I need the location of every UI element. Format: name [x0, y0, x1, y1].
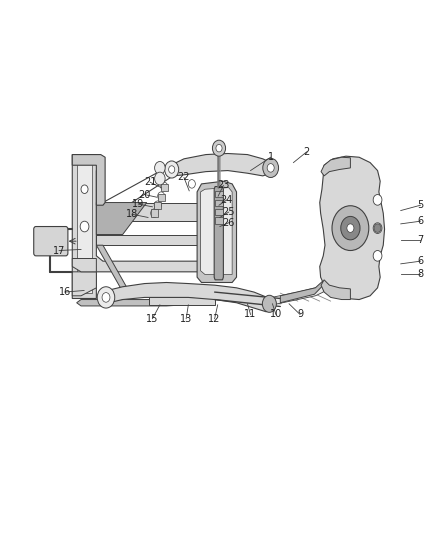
Text: 26: 26	[223, 218, 235, 228]
Circle shape	[161, 182, 168, 191]
Text: 17: 17	[53, 246, 65, 255]
Polygon shape	[280, 280, 324, 303]
Polygon shape	[77, 160, 92, 293]
Circle shape	[80, 221, 89, 232]
Text: 16: 16	[59, 287, 71, 297]
Circle shape	[262, 295, 276, 312]
Circle shape	[332, 206, 369, 251]
Text: 19: 19	[132, 199, 145, 209]
Text: 25: 25	[223, 207, 235, 217]
Text: 8: 8	[417, 270, 424, 279]
Text: 9: 9	[297, 310, 303, 319]
Circle shape	[154, 201, 161, 209]
Polygon shape	[215, 200, 223, 206]
Bar	[154, 202, 161, 209]
Text: 24: 24	[221, 195, 233, 205]
Text: 5: 5	[417, 200, 424, 210]
Text: 15: 15	[146, 314, 159, 324]
Polygon shape	[215, 191, 223, 197]
Bar	[161, 184, 168, 191]
Polygon shape	[201, 188, 232, 274]
Circle shape	[373, 251, 382, 261]
Circle shape	[373, 223, 382, 233]
Text: 20: 20	[138, 190, 151, 199]
Polygon shape	[321, 280, 350, 300]
Polygon shape	[96, 203, 223, 221]
Text: 23: 23	[217, 181, 230, 190]
Text: 6: 6	[417, 216, 424, 226]
Circle shape	[81, 185, 88, 193]
Polygon shape	[72, 155, 105, 205]
Bar	[151, 209, 158, 217]
Circle shape	[216, 144, 222, 152]
Circle shape	[347, 224, 354, 232]
Text: 10: 10	[270, 310, 282, 319]
Polygon shape	[77, 298, 184, 306]
Circle shape	[102, 293, 110, 302]
Text: 1: 1	[268, 152, 274, 162]
Circle shape	[267, 164, 274, 172]
Circle shape	[169, 166, 175, 173]
Polygon shape	[321, 157, 350, 176]
Circle shape	[374, 224, 381, 232]
Circle shape	[212, 140, 226, 156]
Polygon shape	[72, 272, 96, 296]
Polygon shape	[272, 285, 324, 305]
Circle shape	[97, 287, 115, 308]
Text: 12: 12	[208, 314, 221, 324]
Circle shape	[158, 192, 165, 200]
Circle shape	[165, 161, 179, 178]
Circle shape	[188, 180, 195, 188]
Text: 11: 11	[244, 310, 257, 319]
Polygon shape	[72, 259, 96, 272]
Text: 6: 6	[417, 256, 424, 266]
Text: 22: 22	[178, 173, 190, 182]
Polygon shape	[72, 155, 215, 298]
Polygon shape	[149, 297, 215, 305]
Polygon shape	[102, 282, 272, 312]
Polygon shape	[169, 154, 272, 176]
Bar	[158, 194, 165, 201]
Circle shape	[373, 195, 382, 205]
Circle shape	[155, 172, 165, 185]
Text: 13: 13	[180, 314, 192, 324]
Polygon shape	[96, 245, 127, 288]
Polygon shape	[96, 203, 147, 235]
Circle shape	[151, 209, 158, 217]
Polygon shape	[320, 156, 385, 300]
Text: 7: 7	[417, 235, 424, 245]
Circle shape	[341, 216, 360, 240]
Text: 21: 21	[144, 177, 156, 187]
Polygon shape	[215, 217, 223, 224]
Text: 2: 2	[304, 147, 310, 157]
Polygon shape	[215, 209, 223, 215]
Circle shape	[155, 161, 165, 174]
FancyBboxPatch shape	[34, 227, 68, 256]
Circle shape	[263, 158, 279, 177]
Text: 18: 18	[126, 209, 138, 219]
Polygon shape	[214, 187, 223, 280]
Polygon shape	[96, 235, 215, 245]
Polygon shape	[197, 181, 237, 282]
